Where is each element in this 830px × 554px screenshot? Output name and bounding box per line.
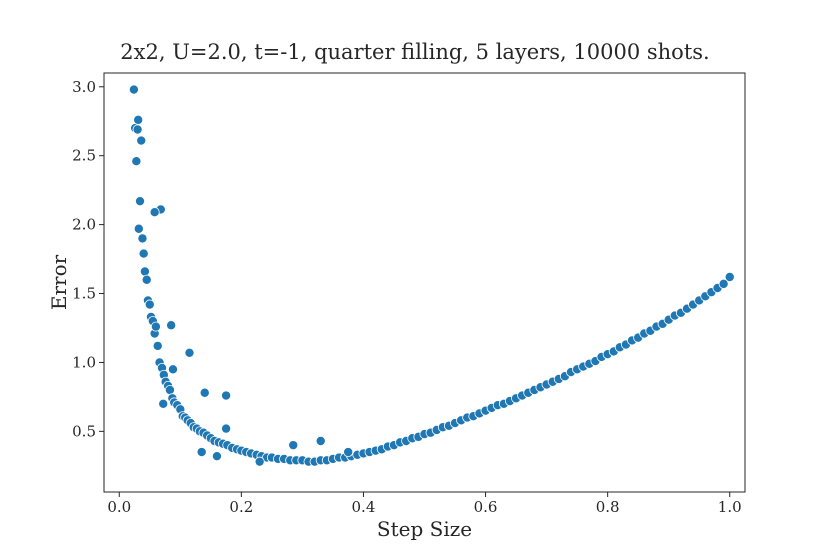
data-point	[199, 387, 210, 398]
y-tick-label: 0.5	[72, 422, 96, 440]
data-point	[133, 114, 144, 125]
chart-title: 2x2, U=2.0, t=-1, quarter filling, 5 lay…	[120, 40, 709, 64]
data-point	[141, 274, 152, 285]
data-points	[128, 84, 735, 467]
x-axis-label: Step Size	[377, 517, 472, 541]
data-point	[254, 456, 265, 467]
data-point	[166, 320, 177, 331]
axes-frame	[103, 72, 746, 493]
data-point	[150, 321, 161, 332]
y-axis-label: Error	[47, 254, 71, 310]
y-tick-label: 1.0	[72, 353, 96, 371]
data-point	[221, 423, 232, 434]
data-point	[167, 364, 178, 375]
data-point	[211, 451, 222, 462]
data-point	[132, 124, 143, 135]
y-axis: 0.5 1.0 1.5 2.0 2.5 3.0	[72, 78, 104, 440]
data-point	[152, 340, 163, 351]
y-tick-label: 1.5	[72, 285, 96, 303]
x-tick-label: 0.4	[352, 498, 376, 516]
data-point	[221, 390, 232, 401]
data-point	[149, 207, 160, 218]
x-tick-label: 0.2	[229, 498, 253, 516]
data-point	[136, 135, 147, 146]
data-point	[164, 385, 175, 396]
data-point	[196, 447, 207, 458]
x-tick-label: 1.0	[718, 498, 742, 516]
data-point	[718, 278, 729, 289]
data-point	[343, 447, 354, 458]
x-axis: 0.0 0.2 0.4 0.6 0.8 1.0	[107, 492, 742, 516]
data-point	[135, 196, 146, 207]
x-tick-label: 0.0	[107, 498, 131, 516]
data-point	[128, 84, 139, 95]
data-point	[138, 248, 149, 259]
data-point	[144, 299, 155, 310]
y-tick-label: 2.5	[72, 147, 96, 165]
data-point	[315, 435, 326, 446]
data-point	[131, 156, 142, 167]
data-point	[184, 347, 195, 358]
y-tick-label: 3.0	[72, 78, 96, 96]
x-tick-label: 0.8	[596, 498, 620, 516]
data-point	[137, 233, 148, 244]
data-point	[288, 440, 299, 451]
data-point	[158, 398, 169, 409]
data-point	[139, 266, 150, 277]
y-tick-label: 2.0	[72, 216, 96, 234]
data-point	[133, 223, 144, 234]
data-point	[724, 271, 735, 282]
x-tick-label: 0.6	[474, 498, 498, 516]
